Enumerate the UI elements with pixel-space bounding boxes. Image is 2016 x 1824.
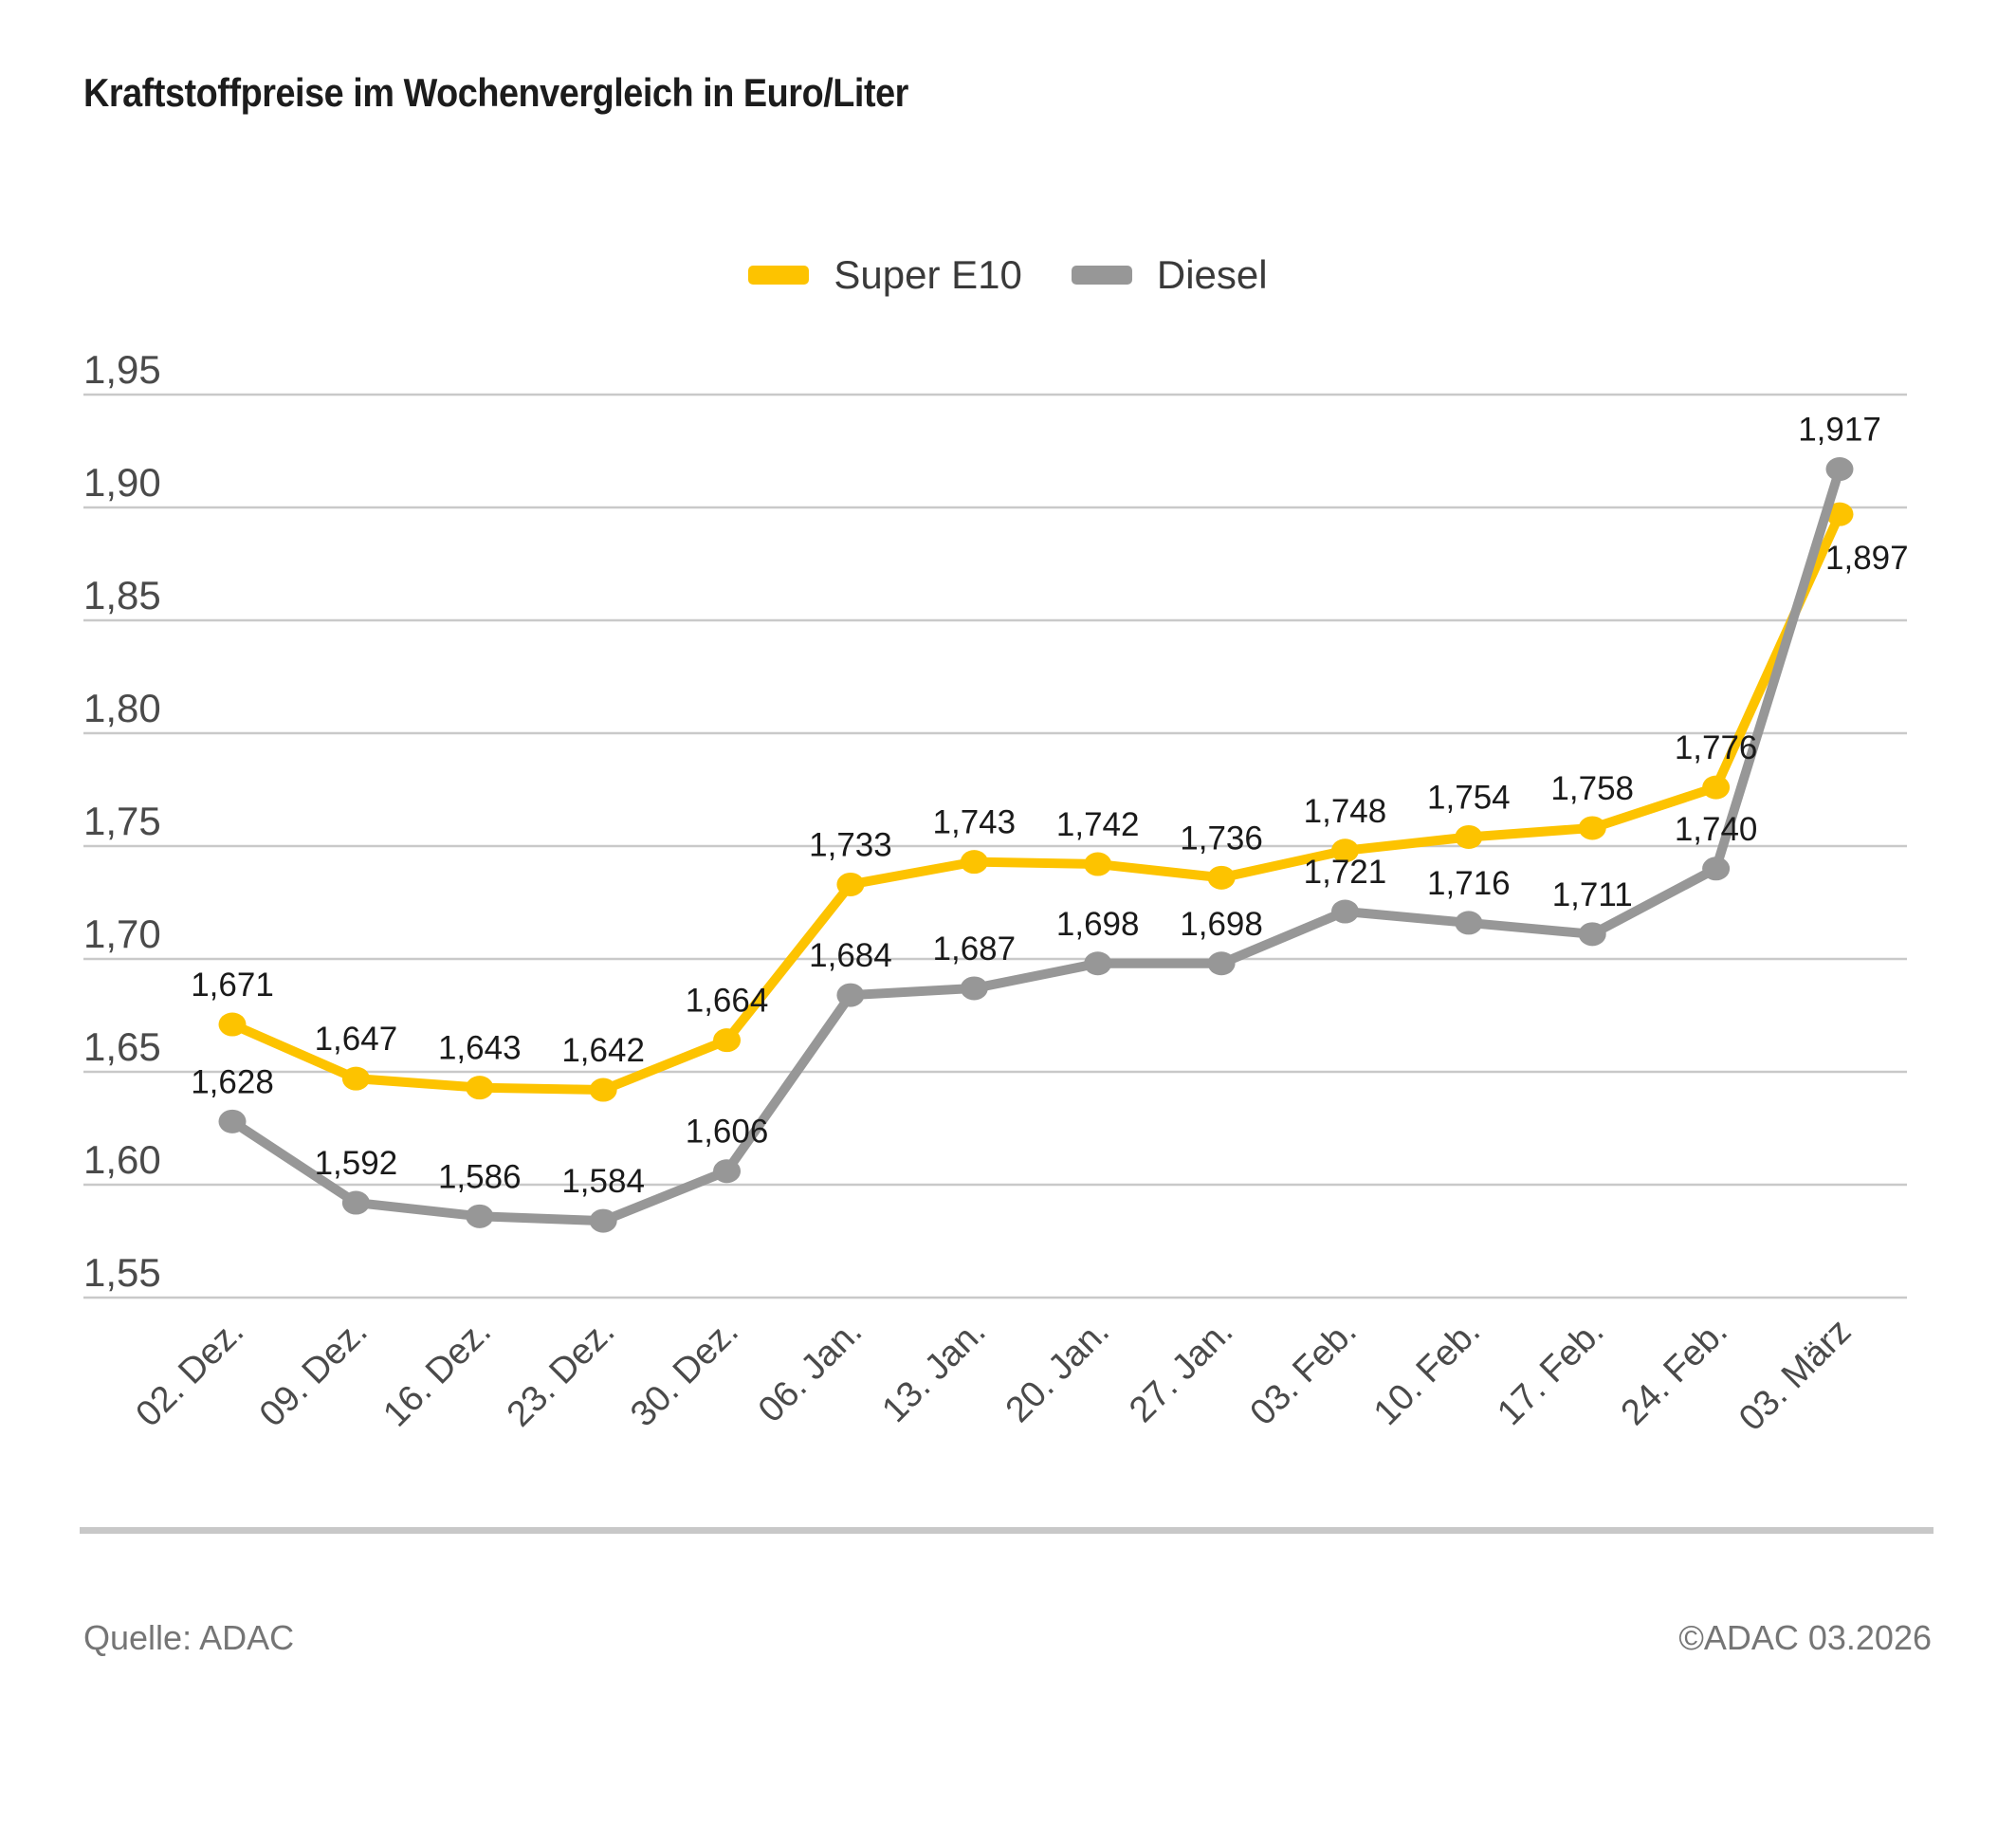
data-label: 1,698 <box>1180 906 1263 943</box>
y-tick-label: 1,80 <box>83 686 161 730</box>
data-label: 1,684 <box>809 937 892 974</box>
data-point-super-e10 <box>1702 775 1731 800</box>
data-point-super-e10 <box>218 1012 247 1037</box>
data-point-diesel <box>218 1109 247 1133</box>
legend-item-super-e10: Super E10 <box>748 252 1022 298</box>
x-tick-label: 06. Jan. <box>751 1312 870 1430</box>
y-tick-label: 1,90 <box>83 460 161 505</box>
x-tick-label: 10. Feb. <box>1366 1312 1488 1433</box>
source-note: Quelle: ADAC <box>83 1618 295 1657</box>
data-label: 1,586 <box>438 1158 522 1195</box>
data-label: 1,758 <box>1550 770 1634 807</box>
data-label: 1,664 <box>686 983 769 1020</box>
data-point-super-e10 <box>1330 838 1359 863</box>
y-tick-label: 1,95 <box>83 347 161 392</box>
data-point-diesel <box>466 1204 494 1228</box>
data-label: 1,754 <box>1427 779 1511 816</box>
data-point-diesel <box>1084 951 1112 976</box>
data-label: 1,776 <box>1675 729 1758 766</box>
data-label: 1,606 <box>686 1114 769 1151</box>
series-line-super-e10 <box>228 509 1844 1096</box>
legend-label-super-e10: Super E10 <box>834 252 1022 297</box>
data-label: 1,643 <box>438 1030 522 1067</box>
series-line-diesel <box>228 464 1844 1226</box>
data-label: 1,736 <box>1180 820 1263 857</box>
x-tick-label: 17. Feb. <box>1490 1312 1611 1433</box>
data-point-super-e10 <box>713 1028 742 1053</box>
data-label: 1,642 <box>561 1032 645 1069</box>
x-tick-label: 23. Dez. <box>500 1312 623 1435</box>
data-point-diesel <box>713 1159 742 1184</box>
data-label: 1,698 <box>1056 906 1140 943</box>
data-label: 1,742 <box>1056 806 1140 843</box>
data-label: 1,721 <box>1304 854 1387 891</box>
x-tick-label: 03. März <box>1732 1312 1859 1439</box>
data-label: 1,743 <box>933 804 1017 841</box>
data-label: 1,716 <box>1427 865 1511 902</box>
data-point-super-e10 <box>960 850 988 875</box>
y-tick-label: 1,85 <box>83 573 161 617</box>
data-label: 1,711 <box>1552 876 1633 913</box>
data-point-super-e10 <box>1207 865 1236 890</box>
y-tick-label: 1,70 <box>83 912 161 956</box>
x-tick-label: 16. Dez. <box>376 1312 499 1435</box>
data-label: 1,897 <box>1825 540 1909 577</box>
data-point-super-e10 <box>1084 852 1112 876</box>
data-point-super-e10 <box>1578 816 1606 840</box>
copyright-note: ©ADAC 03.2026 <box>1678 1618 1932 1657</box>
chart-legend: Super E10 Diesel <box>0 252 2016 298</box>
x-tick-label: 02. Dez. <box>129 1312 252 1435</box>
data-label: 1,628 <box>191 1063 274 1100</box>
data-point-diesel <box>1578 922 1606 947</box>
x-tick-label: 27. Jan. <box>1122 1312 1240 1430</box>
data-label: 1,584 <box>561 1163 645 1200</box>
data-point-diesel <box>836 983 865 1007</box>
data-point-super-e10 <box>1825 502 1854 526</box>
data-label: 1,740 <box>1675 811 1758 848</box>
data-point-diesel <box>1702 857 1731 881</box>
legend-label-diesel: Diesel <box>1156 252 1268 297</box>
x-tick-label: 09. Dez. <box>252 1312 376 1435</box>
y-tick-label: 1,55 <box>83 1250 161 1295</box>
y-tick-label: 1,75 <box>83 799 161 843</box>
footer-divider <box>80 1527 1934 1534</box>
data-point-super-e10 <box>341 1066 370 1091</box>
data-label: 1,687 <box>933 930 1017 967</box>
x-tick-label: 03. Feb. <box>1243 1312 1365 1433</box>
legend-item-diesel: Diesel <box>1071 252 1268 298</box>
x-tick-label: 24. Feb. <box>1614 1312 1735 1433</box>
data-label: 1,592 <box>315 1145 398 1182</box>
data-point-diesel <box>341 1190 370 1215</box>
data-point-diesel <box>1455 911 1483 935</box>
data-point-super-e10 <box>589 1078 617 1102</box>
data-point-super-e10 <box>836 872 865 896</box>
data-point-diesel <box>1207 951 1236 976</box>
data-label: 1,748 <box>1304 793 1387 830</box>
page-title: Kraftstoffpreise im Wochenvergleich in E… <box>83 70 908 115</box>
data-label: 1,917 <box>1798 412 1881 449</box>
data-point-diesel <box>960 976 988 1001</box>
x-tick-label: 20. Jan. <box>999 1312 1117 1430</box>
data-label: 1,671 <box>191 967 274 1004</box>
legend-swatch-diesel <box>1071 266 1132 285</box>
y-tick-label: 1,60 <box>83 1137 161 1182</box>
data-point-super-e10 <box>466 1076 494 1100</box>
data-point-super-e10 <box>1455 824 1483 849</box>
data-label: 1,647 <box>315 1021 398 1058</box>
data-point-diesel <box>1825 457 1854 482</box>
x-tick-label: 30. Dez. <box>623 1312 746 1435</box>
legend-swatch-super-e10 <box>748 266 810 285</box>
y-tick-label: 1,65 <box>83 1024 161 1069</box>
data-point-diesel <box>1330 899 1359 924</box>
data-label: 1,733 <box>809 826 892 863</box>
x-tick-label: 13. Jan. <box>874 1312 993 1430</box>
data-point-diesel <box>589 1208 617 1233</box>
